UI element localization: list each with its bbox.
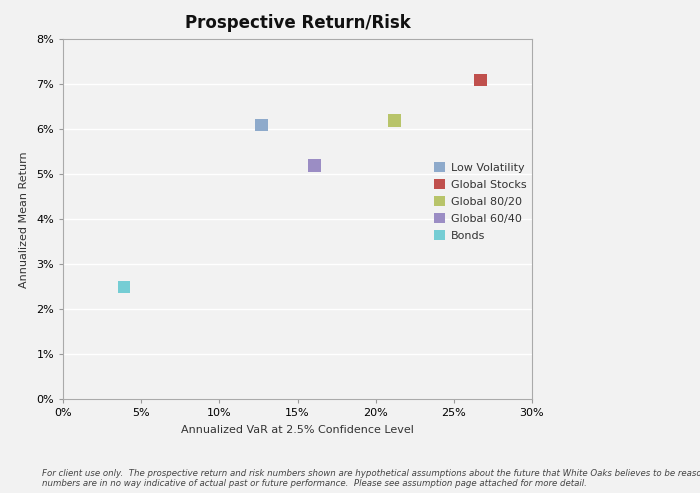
Point (389, 116, 400, 124)
X-axis label: Annualized VaR at 2.5% Confidence Level: Annualized VaR at 2.5% Confidence Level (181, 425, 414, 435)
Point (256, 121, 267, 129)
Text: For client use only.  The prospective return and risk numbers shown are hypothet: For client use only. The prospective ret… (42, 469, 700, 488)
Point (475, 76, 486, 84)
Y-axis label: Annualized Mean Return: Annualized Mean Return (20, 151, 29, 288)
Title: Prospective Return/Risk: Prospective Return/Risk (185, 14, 410, 33)
Point (309, 162, 321, 170)
Legend: Low Volatility, Global Stocks, Global 80/20, Global 60/40, Bonds: Low Volatility, Global Stocks, Global 80… (434, 162, 526, 241)
Point (118, 283, 130, 291)
